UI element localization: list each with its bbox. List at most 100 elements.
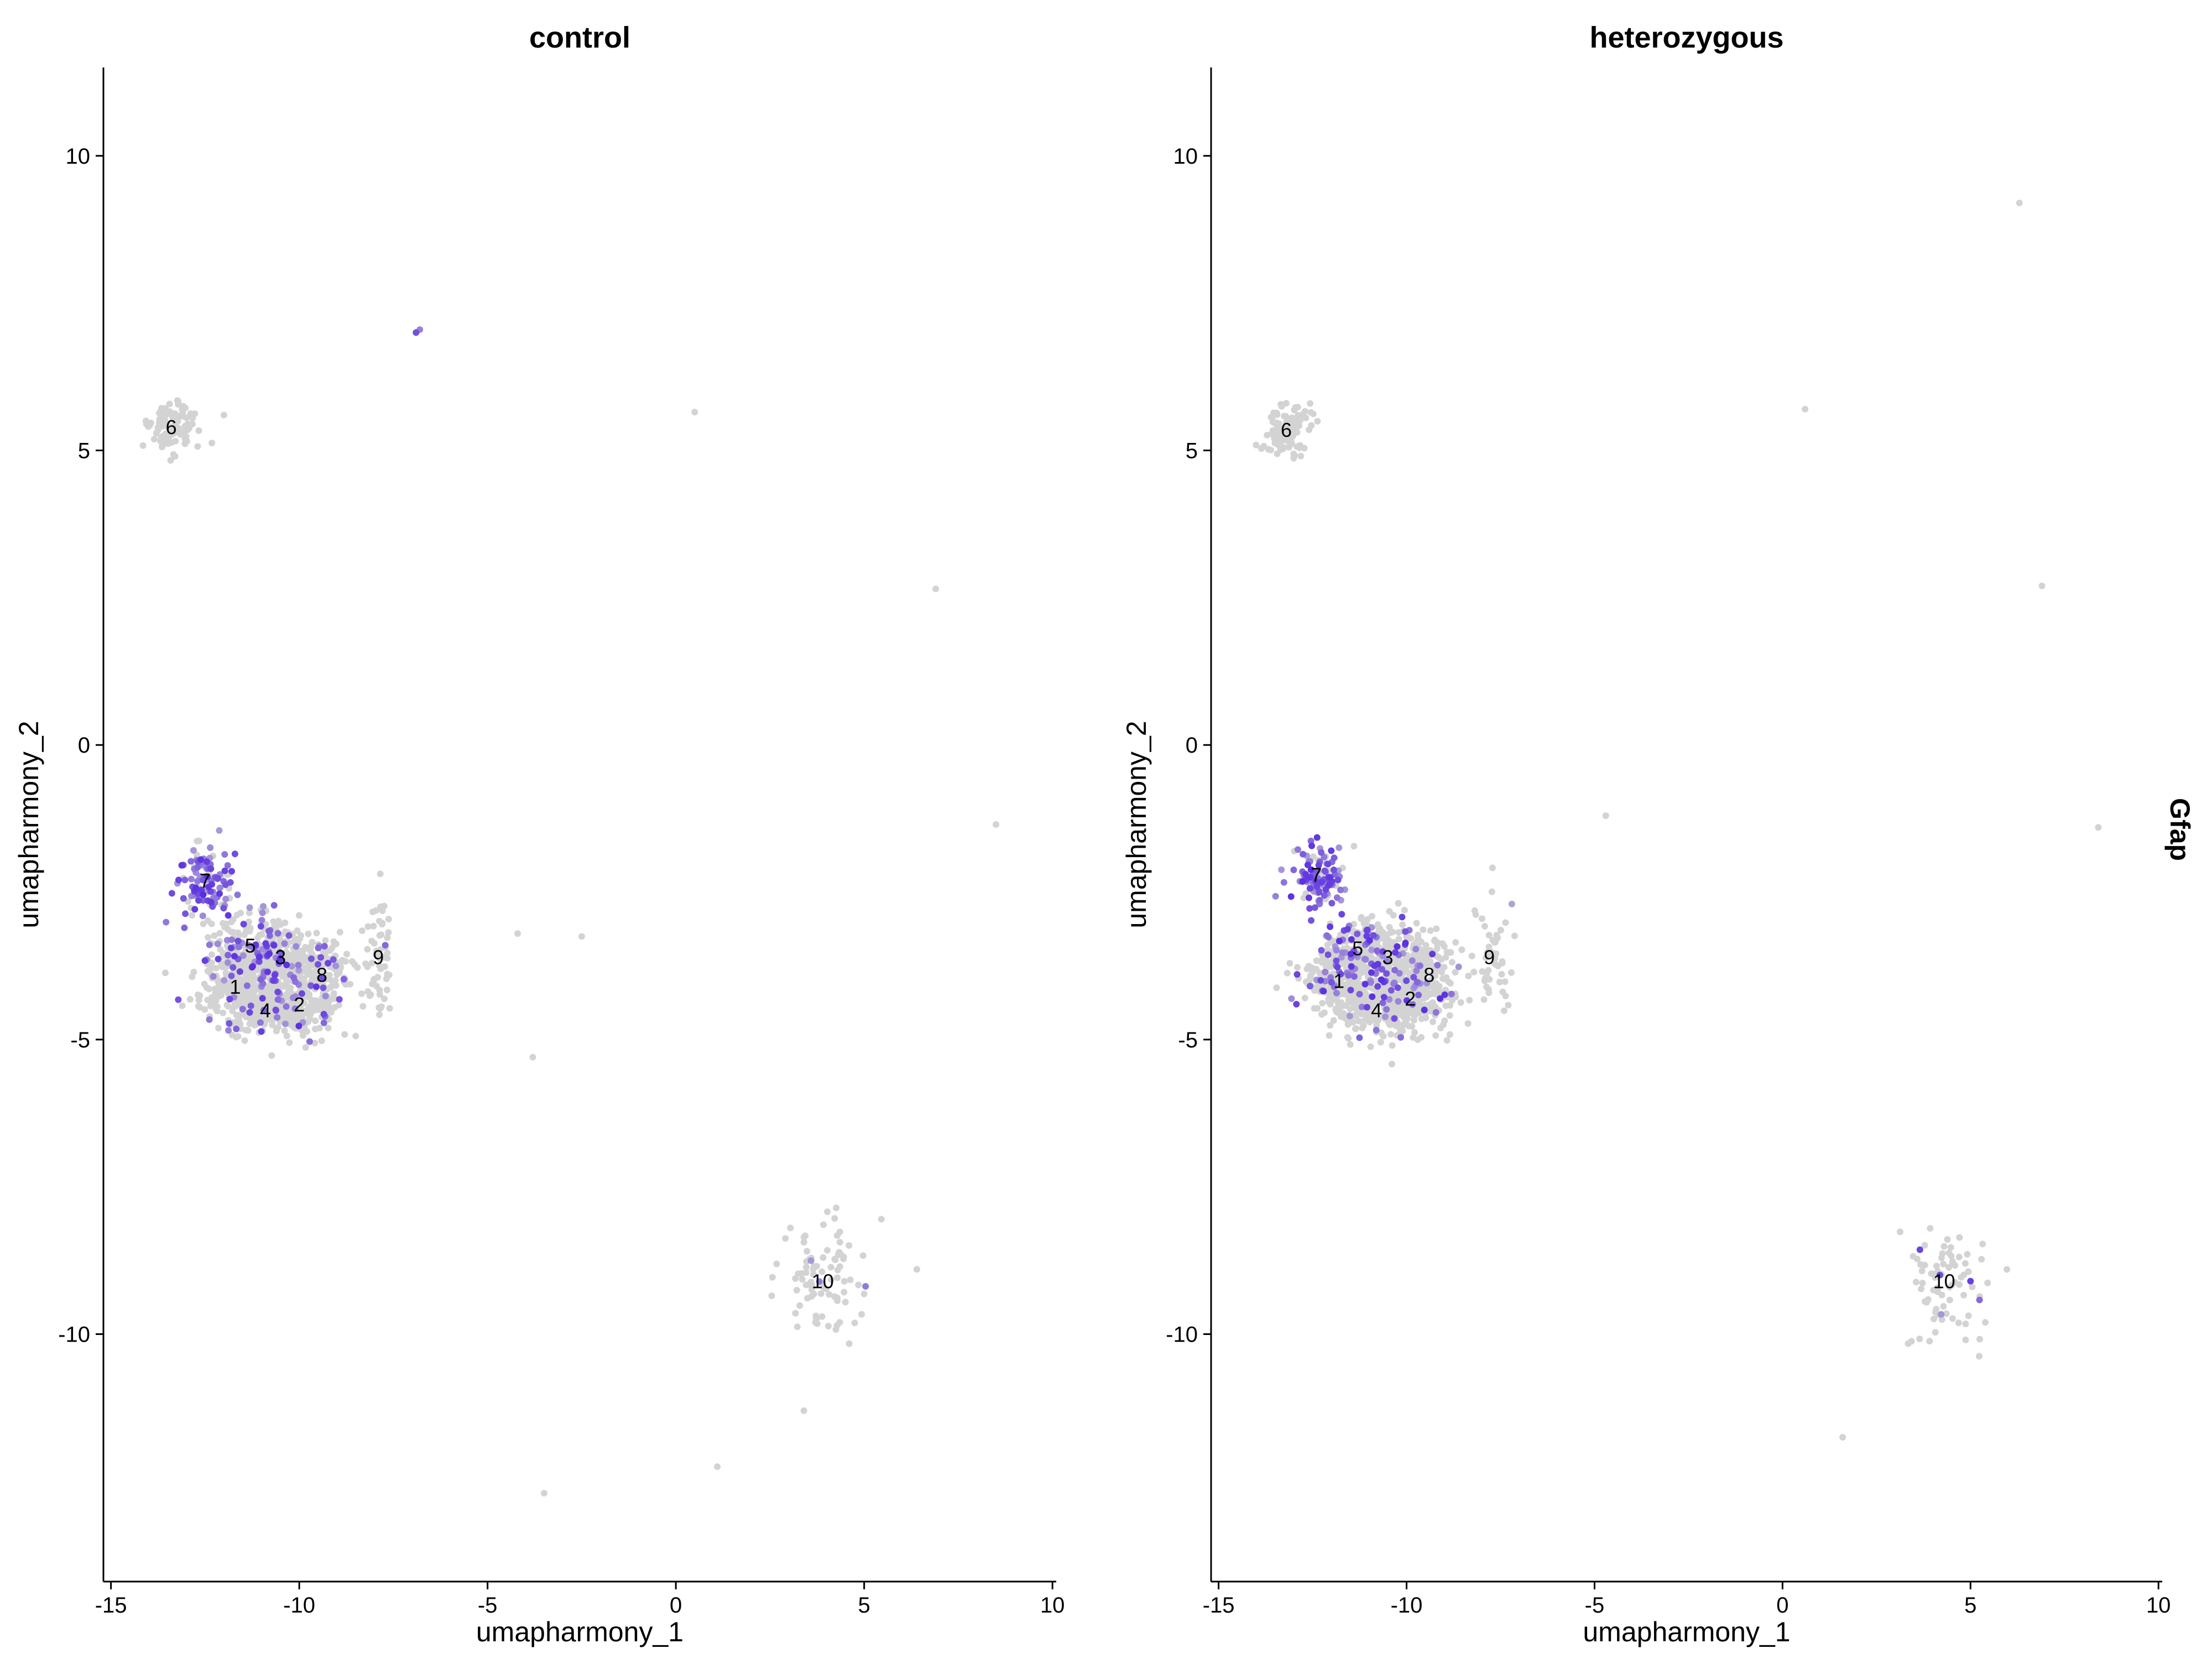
cell-point <box>199 912 206 920</box>
cell-point <box>203 984 210 991</box>
cell-point <box>1373 977 1380 984</box>
cell-point <box>1364 1004 1370 1011</box>
cell-point <box>368 959 375 967</box>
cell-point <box>294 927 301 934</box>
y-axis-title: umapharmony_2 <box>1121 721 1152 928</box>
cell-point <box>1496 978 1503 985</box>
cell-point <box>178 862 185 869</box>
cell-point <box>794 1323 801 1331</box>
cell-point <box>243 927 249 934</box>
cell-point <box>381 995 388 1003</box>
cell-point <box>1969 1284 1976 1291</box>
cell-point <box>320 1019 327 1026</box>
cell-point <box>371 975 378 983</box>
cell-point <box>836 1319 843 1326</box>
cluster-label: 5 <box>245 934 256 957</box>
cell-point <box>316 1025 323 1032</box>
cell-point <box>836 1228 843 1235</box>
cluster-label: 9 <box>373 946 384 969</box>
panel-heterozygous: heterozygous -15 -10 -5 0 5 10 -10 -5 0 5 10 umaphar… <box>1121 21 2171 1647</box>
cell-point <box>257 976 264 983</box>
cell-point <box>312 1018 319 1024</box>
cell-point <box>1399 914 1406 921</box>
cell-point <box>1458 946 1465 953</box>
cell-point <box>1930 1316 1937 1322</box>
cell-point <box>285 932 293 939</box>
cell-point <box>1305 874 1312 881</box>
cell-point <box>1413 920 1420 927</box>
cell-point <box>260 903 267 910</box>
cell-point <box>257 923 264 930</box>
cell-point <box>1313 883 1321 890</box>
cell-point <box>860 1290 868 1297</box>
cell-point <box>181 924 188 931</box>
cell-point <box>322 937 329 944</box>
cell-point <box>1284 969 1291 977</box>
cell-point <box>1984 1279 1991 1286</box>
cell-point <box>1938 1311 1945 1318</box>
cell-point <box>1955 1254 1963 1260</box>
cell-point <box>1413 938 1420 946</box>
cell-point <box>1391 1015 1398 1022</box>
cell-point <box>1940 1260 1947 1267</box>
cell-point <box>221 867 228 874</box>
cell-point <box>1380 935 1387 942</box>
cell-point <box>1355 1018 1363 1025</box>
cell-point <box>1418 1015 1425 1022</box>
cell-point <box>1313 834 1321 841</box>
cell-point <box>1348 936 1355 943</box>
cell-point <box>288 1021 295 1028</box>
cell-point <box>1489 864 1496 872</box>
cell-point <box>1424 988 1431 995</box>
cell-point <box>295 962 302 969</box>
cell-point <box>260 1006 268 1014</box>
cell-point <box>1265 446 1272 453</box>
cell-point <box>226 995 233 1003</box>
cell-point <box>1434 962 1441 969</box>
cell-point <box>1288 995 1295 1002</box>
cell-point <box>313 930 320 937</box>
cell-point <box>795 1270 802 1277</box>
cell-point <box>1402 1019 1409 1026</box>
cell-point <box>1939 1250 1946 1257</box>
cell-point <box>221 851 228 858</box>
cell-point <box>166 408 173 415</box>
cell-point <box>230 988 237 995</box>
cell-point <box>1389 1061 1395 1068</box>
cell-point <box>1446 1012 1453 1019</box>
cell-point <box>1368 969 1375 976</box>
cell-point <box>298 947 305 954</box>
cell-point <box>1343 980 1350 988</box>
cell-point <box>1360 962 1367 969</box>
cell-point <box>804 1248 811 1255</box>
cell-point <box>1436 983 1443 990</box>
cell-point <box>139 442 147 449</box>
cell-point <box>1407 1006 1414 1014</box>
cell-point <box>210 973 217 980</box>
cell-point <box>218 992 225 999</box>
cell-point <box>1602 812 1609 819</box>
cell-point <box>1947 1244 1954 1251</box>
cell-point <box>818 1268 826 1275</box>
cell-point <box>1430 1018 1437 1025</box>
cluster-label: 1 <box>229 975 241 998</box>
cell-point <box>1933 1306 1940 1313</box>
cell-point <box>247 1002 254 1009</box>
cell-point <box>206 941 213 948</box>
cell-point <box>1938 1316 1945 1323</box>
cell-point <box>1330 867 1337 873</box>
cell-point <box>295 912 302 919</box>
cell-point <box>1347 1041 1354 1048</box>
cell-point <box>817 1290 825 1297</box>
cell-point <box>229 928 237 936</box>
cell-point <box>376 1011 383 1018</box>
x-tick-label: -10 <box>1391 1593 1423 1618</box>
cell-point <box>225 952 232 959</box>
cell-point <box>1327 874 1333 881</box>
cell-point <box>383 987 390 993</box>
cell-point <box>1924 1296 1932 1303</box>
cell-point <box>1912 1279 1919 1286</box>
cell-point <box>1443 974 1450 981</box>
cell-point <box>1965 1312 1972 1319</box>
cell-point <box>1344 926 1351 933</box>
